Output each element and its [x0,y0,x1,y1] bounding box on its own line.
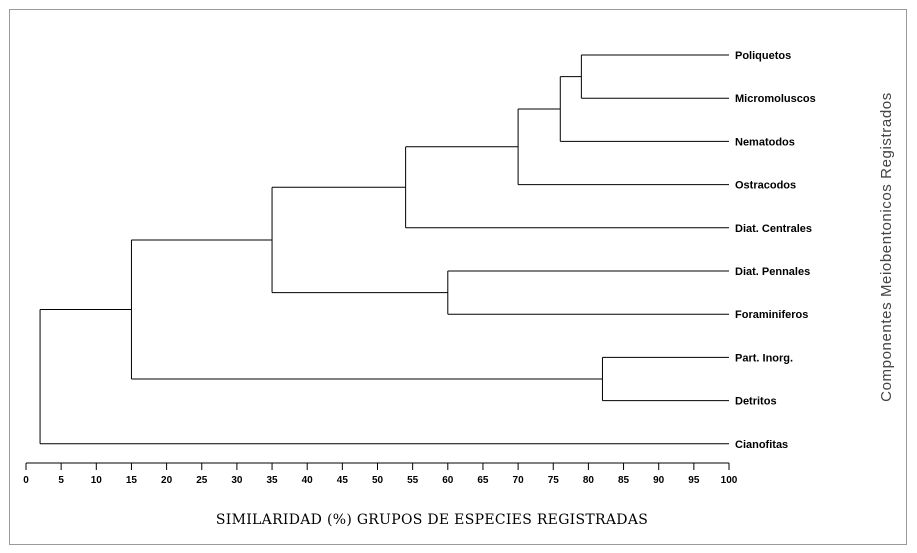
leaf-label: Nematodos [735,136,795,148]
leaf-label: Ostracodos [735,180,796,192]
x-tick-label: 10 [91,475,103,486]
x-tick-label: 100 [721,475,738,486]
leaf-label: Diat. Pennales [735,266,810,278]
x-tick-label: 15 [126,475,138,486]
x-tick-label: 45 [337,475,349,486]
leaf-label: Micromoluscos [735,93,816,105]
x-tick-label: 35 [266,475,278,486]
x-tick-label: 90 [653,475,665,486]
x-tick-label: 75 [548,475,560,486]
x-tick-label: 55 [407,475,419,486]
x-tick-label: 50 [372,475,384,486]
x-axis-label: SIMILARIDAD (%) GRUPOS DE ESPECIES REGIS… [216,512,648,528]
dendrogram-branches [39,54,729,445]
leaf-label: Diat. Centrales [735,223,812,235]
leaf-label: Detritos [735,396,777,408]
leaf-label: Foraminiferos [735,309,808,321]
x-tick-label: 65 [477,475,489,486]
x-tick-label: 60 [442,475,454,486]
leaf-label: Poliquetos [735,50,791,62]
x-tick-label: 80 [583,475,595,486]
chart-frame [9,9,907,545]
x-tick-label: 40 [302,475,314,486]
x-tick-label: 30 [231,475,243,486]
x-tick-label: 70 [513,475,525,486]
leaf-label: Part. Inorg. [735,352,793,364]
leaf-label: Cianofitas [735,439,788,451]
leaf-labels: Poliquetos Micromoluscos Nematodos Ostracod… [735,50,816,451]
x-tick-label: 0 [23,475,29,486]
x-tick-label: 5 [58,475,64,486]
x-tick-label: 95 [688,475,700,486]
x-tick-label: 85 [618,475,630,486]
y-axis-label: Componentes Meiobentonicos Registrados [878,92,895,402]
x-axis: 0 5 10 15 20 25 30 35 40 45 50 55 60 65 70 75 80 85 90 95 10… [23,462,738,486]
x-tick-label: 25 [196,475,208,486]
x-tick-label: 20 [161,475,173,486]
